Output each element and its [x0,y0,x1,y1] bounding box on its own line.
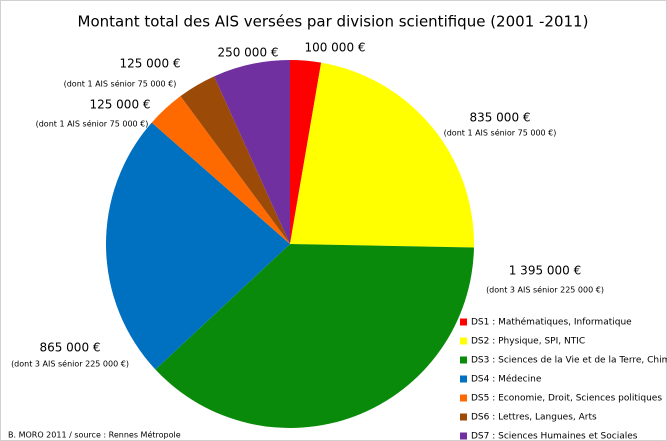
pie-slice [290,62,475,248]
legend-label: DS4 : Médecine [471,374,542,385]
legend-label: DS7 : Sciences Humaines et Sociales [471,432,638,441]
legend-label: DS3 : Sciences de la Vie et de la Terre,… [471,356,667,366]
pie-slice [180,76,290,244]
data-label: 125 000 € [89,98,150,112]
pie-slice [290,60,322,244]
chart-title: Montant total des AIS versées par divisi… [78,13,589,31]
pie-slice [155,244,474,429]
data-label: 865 000 € [39,341,100,355]
data-label: 1 395 000 € [509,264,582,278]
legend-swatch [460,318,467,326]
data-note: (dont 1 AIS sénior 75 000 €) [444,128,557,138]
legend-label: DS2 : Physique, SPI, NTIC [471,337,585,347]
data-label: 100 000 € [304,41,365,55]
legend-swatch [460,356,467,364]
data-note: (dont 1 AIS sénior 75 000 €) [36,119,149,129]
pie-slice [214,60,290,244]
legend-swatch [460,413,467,421]
data-label: 125 000 € [119,57,180,71]
data-note: (dont 1 AIS sénior 75 000 €) [64,79,177,89]
pie-slice [151,96,290,244]
data-note: (dont 3 AIS sénior 225 000 €) [486,285,604,295]
legend-swatch [460,375,467,383]
legend-label: DS1 : Mathématiques, Informatique [471,317,632,328]
legend-swatch [460,337,467,345]
legend-label: DS6 : Lettres, Langues, Arts [471,413,597,423]
data-note: (dont 3 AIS sénior 225 000 €) [11,359,129,369]
legend-swatch [460,394,467,402]
data-label: 835 000 € [469,111,530,125]
source: B. MORO 2011 / source : Rennes Métropole [8,430,181,440]
legend-label: DS5 : Economie, Droit, Sciences politiqu… [471,394,662,404]
data-label: 250 000 € [217,46,278,60]
legend-swatch [460,432,467,440]
pie-slice [106,122,290,370]
